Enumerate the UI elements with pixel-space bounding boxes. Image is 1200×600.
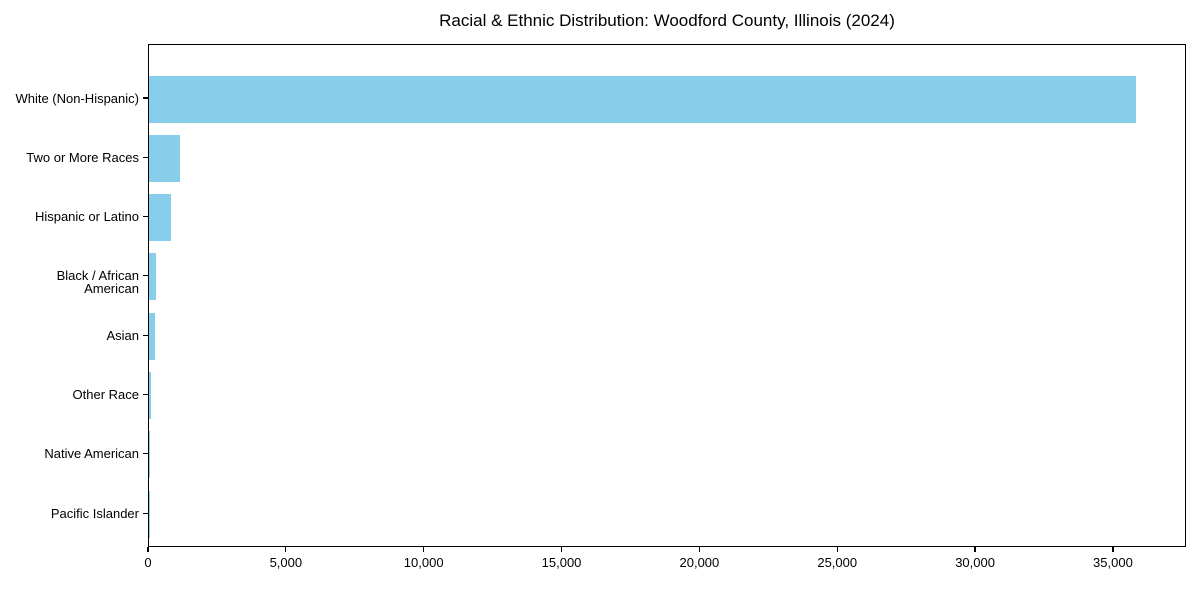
bar — [149, 134, 180, 182]
x-tick-mark — [560, 547, 563, 552]
x-tick-label: 10,000 — [403, 555, 444, 570]
x-tick-label: 15,000 — [541, 555, 582, 570]
x-tick-label: 5,000 — [269, 555, 303, 570]
y-tick-label: Native American — [44, 446, 139, 462]
y-tick-mark — [143, 453, 148, 455]
x-tick-label: 30,000 — [955, 555, 995, 570]
y-tick-label: Pacific Islander — [50, 505, 139, 521]
bar — [149, 372, 152, 419]
bar — [149, 431, 150, 479]
x-tick-label: 20,000 — [679, 555, 720, 570]
y-tick-label: White (Non-Hispanic) — [15, 90, 139, 106]
y-tick-label: Other Race — [72, 387, 139, 402]
plot-area — [148, 44, 1186, 547]
y-tick-mark — [143, 512, 148, 514]
x-tick-mark — [698, 547, 700, 552]
y-tick-mark — [143, 216, 148, 218]
x-tick-mark — [974, 547, 976, 552]
y-tick-mark — [143, 97, 148, 99]
bar — [149, 253, 156, 301]
bar — [149, 194, 172, 242]
x-tick-label: 25,000 — [817, 555, 858, 570]
y-tick-label: Asian — [106, 327, 139, 343]
y-tick-mark — [143, 156, 148, 158]
x-tick-mark — [147, 547, 149, 552]
x-tick-mark — [423, 547, 425, 552]
y-tick-label: Hispanic or Latino — [34, 209, 139, 225]
y-tick-mark — [143, 275, 148, 277]
x-tick-mark — [285, 547, 287, 552]
bar — [149, 75, 1136, 123]
x-tick-label: 35,000 — [1093, 555, 1133, 570]
y-tick-label: Two or More Races — [26, 149, 139, 165]
bar — [149, 312, 155, 360]
y-tick-mark — [143, 393, 148, 396]
x-tick-label: 0 — [144, 555, 152, 570]
y-tick-mark — [143, 334, 148, 336]
chart-title: Racial & Ethnic Distribution: Woodford C… — [439, 11, 895, 30]
x-tick-mark — [836, 547, 838, 552]
y-tick-label: Black / African American — [56, 268, 139, 297]
x-tick-mark — [1112, 547, 1114, 552]
